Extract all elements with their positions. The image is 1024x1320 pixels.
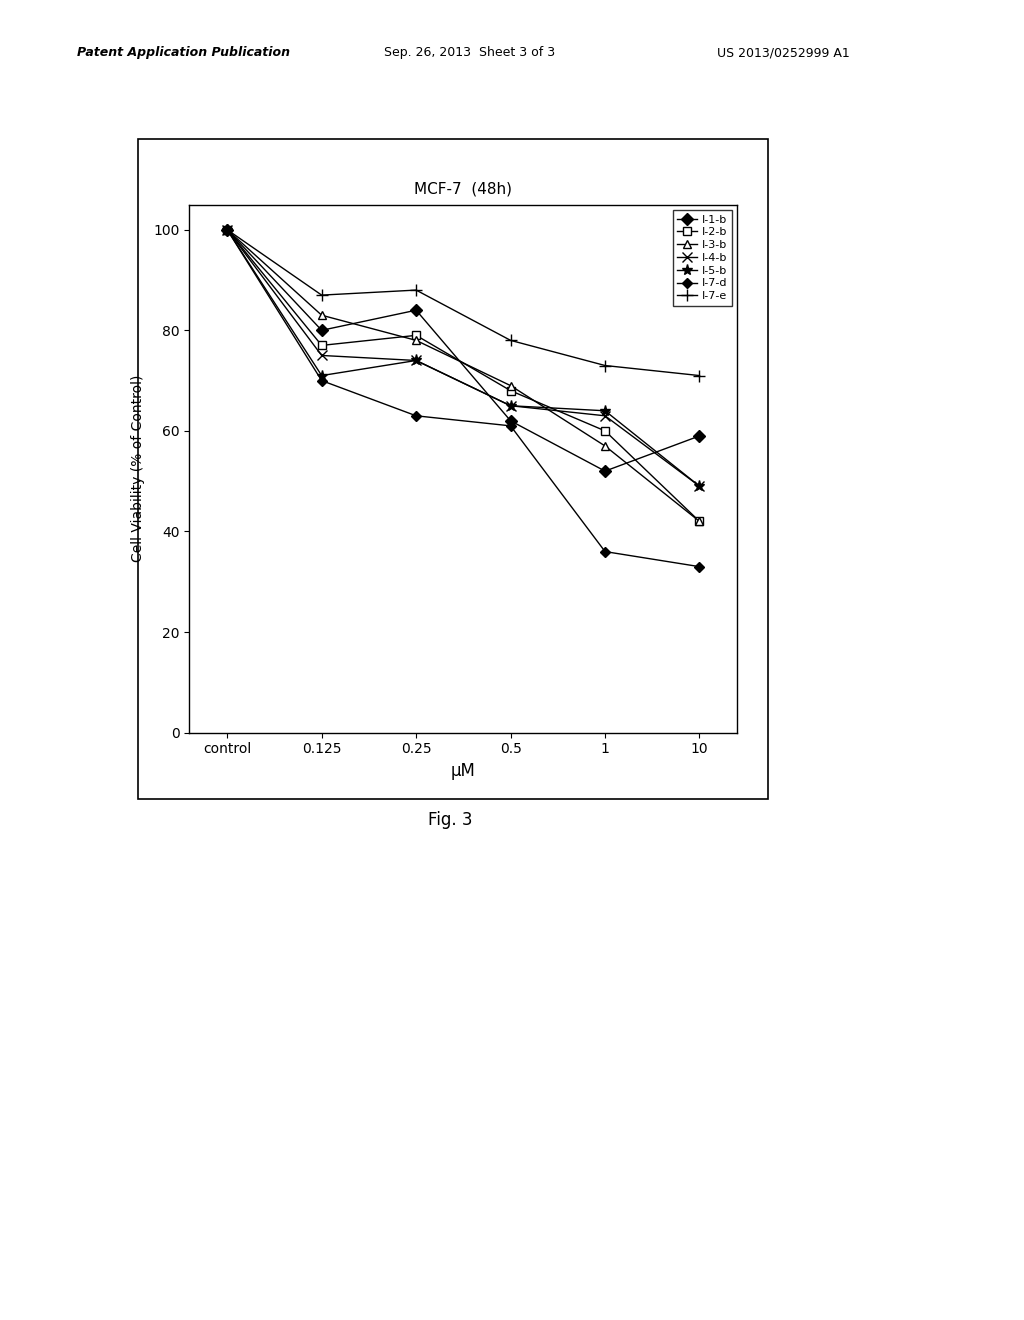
I-3-b xyxy=(221,222,233,238)
I-5-b xyxy=(221,222,233,238)
I-3-b xyxy=(693,513,706,529)
Y-axis label: Cell Viability (% of Control): Cell Viability (% of Control) xyxy=(131,375,145,562)
I-2-b xyxy=(693,513,706,529)
I-7-d xyxy=(599,544,611,560)
Line: I-4-b: I-4-b xyxy=(222,224,705,491)
I-2-b xyxy=(221,222,233,238)
I-1-b xyxy=(315,322,328,338)
I-7-e xyxy=(221,222,233,238)
I-7-e xyxy=(599,358,611,374)
I-4-b xyxy=(693,478,706,494)
Title: MCF-7  (48h): MCF-7 (48h) xyxy=(415,181,512,197)
I-4-b xyxy=(221,222,233,238)
I-5-b xyxy=(410,352,422,368)
I-3-b xyxy=(410,333,422,348)
I-4-b xyxy=(599,408,611,424)
Text: Fig. 3: Fig. 3 xyxy=(428,810,473,829)
I-4-b xyxy=(315,347,328,363)
I-7-d xyxy=(693,558,706,574)
X-axis label: μM: μM xyxy=(451,762,476,780)
I-5-b xyxy=(505,397,517,413)
I-7-d xyxy=(315,372,328,388)
I-2-b xyxy=(599,422,611,438)
Line: I-7-d: I-7-d xyxy=(224,226,702,570)
I-3-b xyxy=(505,378,517,393)
I-2-b xyxy=(410,327,422,343)
I-5-b xyxy=(693,478,706,494)
I-1-b xyxy=(693,428,706,444)
Text: US 2013/0252999 A1: US 2013/0252999 A1 xyxy=(717,46,850,59)
Text: Patent Application Publication: Patent Application Publication xyxy=(77,46,290,59)
Text: Sep. 26, 2013  Sheet 3 of 3: Sep. 26, 2013 Sheet 3 of 3 xyxy=(384,46,555,59)
Line: I-1-b: I-1-b xyxy=(223,226,703,475)
I-3-b xyxy=(315,308,328,323)
Line: I-5-b: I-5-b xyxy=(221,224,706,492)
I-7-e xyxy=(410,282,422,298)
Line: I-7-e: I-7-e xyxy=(221,224,706,381)
Line: I-3-b: I-3-b xyxy=(223,226,703,525)
I-1-b xyxy=(410,302,422,318)
I-3-b xyxy=(599,438,611,454)
I-7-d xyxy=(221,222,233,238)
I-1-b xyxy=(505,413,517,429)
I-1-b xyxy=(599,463,611,479)
I-5-b xyxy=(599,403,611,418)
I-7-d xyxy=(505,418,517,434)
I-2-b xyxy=(315,338,328,354)
I-4-b xyxy=(505,397,517,413)
I-7-e xyxy=(693,368,706,384)
I-1-b xyxy=(221,222,233,238)
Line: I-2-b: I-2-b xyxy=(223,226,703,525)
I-2-b xyxy=(505,383,517,399)
I-7-e xyxy=(315,288,328,304)
Legend: I-1-b, I-2-b, I-3-b, I-4-b, I-5-b, I-7-d, I-7-e: I-1-b, I-2-b, I-3-b, I-4-b, I-5-b, I-7-d… xyxy=(673,210,732,306)
I-4-b xyxy=(410,352,422,368)
I-7-d xyxy=(410,408,422,424)
I-7-e xyxy=(505,333,517,348)
I-5-b xyxy=(315,368,328,384)
